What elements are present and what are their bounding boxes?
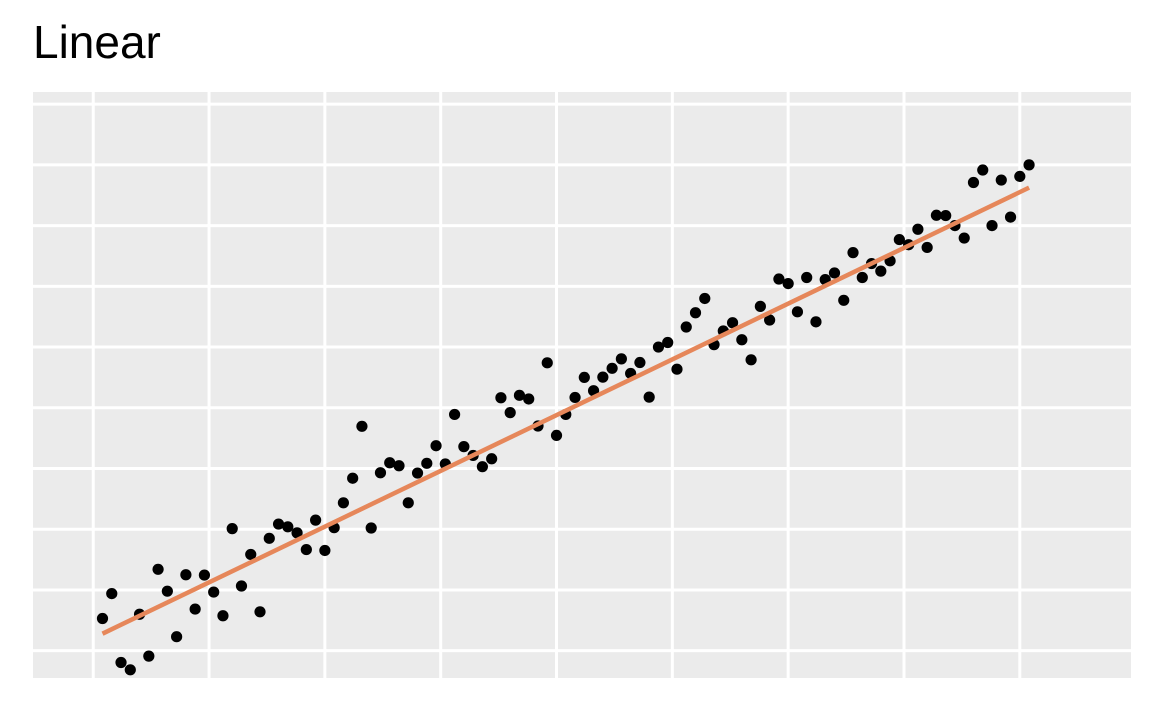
data-point — [180, 569, 192, 581]
data-point — [634, 356, 646, 369]
data-point — [773, 273, 785, 285]
data-point — [986, 219, 998, 232]
data-point — [1014, 170, 1026, 183]
data-point — [402, 497, 414, 509]
data-point — [189, 603, 201, 615]
data-point — [726, 317, 739, 329]
data-point — [550, 429, 563, 442]
data-point — [940, 209, 952, 222]
data-point — [912, 223, 924, 235]
data-point — [411, 467, 424, 479]
data-point — [699, 292, 711, 305]
data-point — [801, 271, 813, 284]
data-point — [754, 300, 766, 312]
data-point — [245, 548, 257, 561]
data-point — [791, 306, 804, 318]
data-point — [838, 294, 850, 306]
data-point — [448, 408, 461, 421]
data-point — [337, 497, 350, 509]
data-point — [254, 606, 266, 618]
data-point — [208, 586, 220, 598]
data-point — [652, 341, 665, 353]
data-point — [977, 164, 989, 176]
data-point — [967, 176, 980, 189]
data-point — [374, 467, 387, 479]
data-point — [198, 569, 211, 581]
data-point — [458, 441, 470, 453]
data-point — [643, 391, 655, 403]
data-point — [764, 314, 776, 326]
data-point — [504, 407, 516, 419]
data-point — [828, 267, 841, 279]
data-point — [995, 174, 1007, 186]
data-point — [523, 393, 535, 405]
data-point — [921, 241, 933, 254]
data-point — [310, 514, 322, 526]
data-point — [736, 334, 748, 346]
data-point — [930, 209, 943, 221]
data-point — [393, 460, 405, 472]
data-point — [578, 371, 590, 384]
data-point — [365, 522, 377, 534]
data-point — [606, 362, 618, 374]
data-point — [421, 457, 433, 469]
data-point — [875, 265, 887, 277]
data-point — [291, 527, 303, 539]
data-point — [282, 521, 294, 533]
data-point — [745, 354, 757, 366]
data-point — [893, 233, 905, 246]
data-point — [513, 389, 526, 401]
data-point — [597, 371, 609, 383]
data-point — [689, 307, 702, 319]
data-point — [1023, 159, 1035, 171]
data-point — [152, 563, 164, 575]
data-point — [115, 656, 127, 669]
data-point — [1004, 211, 1017, 223]
data-point — [272, 518, 285, 530]
data-point — [847, 247, 859, 259]
data-point — [217, 610, 229, 622]
data-point — [495, 392, 507, 404]
data-point — [96, 612, 109, 625]
data-point — [958, 232, 970, 244]
trend-line — [101, 185, 1031, 636]
data-point — [810, 316, 822, 328]
data-point — [569, 391, 581, 404]
data-point — [430, 440, 442, 452]
data-point — [300, 543, 312, 556]
data-point — [615, 353, 627, 365]
data-point — [356, 420, 368, 432]
data-point — [662, 336, 674, 349]
data-point — [319, 544, 331, 557]
data-point — [124, 664, 136, 676]
data-point — [384, 457, 396, 469]
data-point — [235, 580, 248, 592]
data-point — [106, 587, 118, 600]
data-point — [171, 631, 183, 643]
chart-title: Linear — [33, 16, 161, 68]
data-point — [226, 523, 238, 535]
trend-line-group — [101, 185, 1031, 636]
data-point — [161, 585, 173, 597]
data-point — [782, 277, 794, 290]
data-point — [263, 532, 275, 544]
data-point — [347, 472, 359, 484]
data-point — [476, 461, 488, 473]
data-point — [680, 321, 692, 333]
data-point — [671, 363, 683, 375]
data-point — [486, 453, 498, 465]
data-point — [541, 357, 553, 369]
data-point — [143, 650, 155, 662]
data-point — [856, 271, 868, 284]
